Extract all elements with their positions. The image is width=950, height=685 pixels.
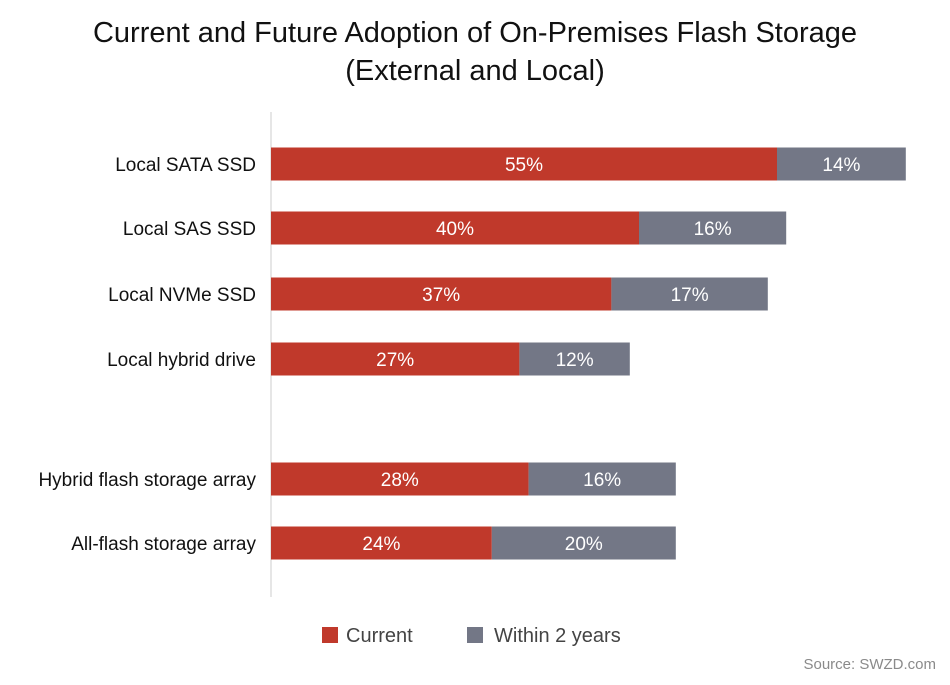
data-label: 37% [422,285,460,306]
chart-title-line-2: (External and Local) [345,55,605,87]
bar-current [271,211,639,245]
data-label: 20% [565,534,603,555]
category-label: Local SATA SSD [115,155,256,176]
bar-current [271,277,612,311]
bar-current [271,147,777,181]
bar-current [271,462,529,496]
bar-within-2-years [777,147,906,181]
bar-current [271,342,520,376]
category-label: Hybrid flash storage array [38,470,256,491]
data-label: 16% [694,219,732,240]
bar-within-2-years [611,277,768,311]
bar-within-2-years [528,462,676,496]
chart-title-line-1: Current and Future Adoption of On-Premis… [92,17,858,49]
data-label: 16% [583,470,621,491]
category-label: Local NVMe SSD [108,285,256,306]
bar-within-2-years [639,211,787,245]
category-label: All-flash storage array [71,534,256,555]
bar-current [271,526,492,560]
data-label: 14% [822,155,860,176]
category-label: Local SAS SSD [123,219,256,240]
legend-label: Current [346,625,413,647]
data-label: 28% [381,470,419,491]
bar-within-2-years [519,342,630,376]
legend-swatch [467,627,483,643]
data-label: 27% [376,350,414,371]
data-label: 55% [505,155,543,176]
legend-label: Within 2 years [494,625,621,647]
source-note: Source: SWZD.com [803,656,936,673]
bar-within-2-years [491,526,676,560]
legend-swatch [322,627,338,643]
data-label: 40% [436,219,474,240]
data-label: 17% [671,285,709,306]
data-label: 12% [556,350,594,371]
data-label: 24% [362,534,400,555]
category-label: Local hybrid drive [107,350,256,371]
